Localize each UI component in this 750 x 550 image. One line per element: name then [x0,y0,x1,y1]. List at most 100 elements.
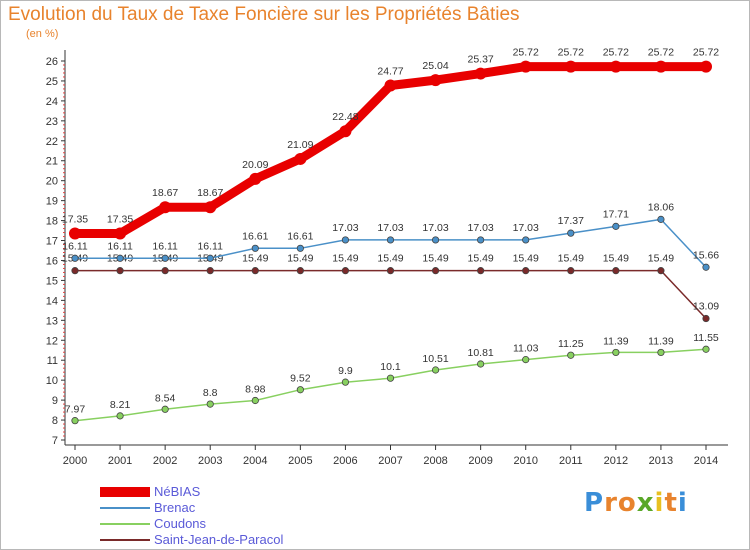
data-label: 11.39 [603,335,629,347]
data-label: 15.49 [648,253,674,265]
data-label: 15.66 [693,249,719,261]
data-label: 8.54 [155,392,176,404]
data-point [386,267,395,275]
data-point [700,60,712,73]
data-label: 25.72 [558,47,584,59]
data-label: 15.49 [377,253,403,265]
y-tick-label: 18 [46,216,58,228]
data-label: 25.04 [422,60,448,72]
data-point [657,348,665,357]
x-tick-label: 2004 [243,455,267,467]
data-point [114,227,127,240]
data-label: 15.49 [513,253,539,265]
data-point [567,351,575,359]
data-label: 13.09 [693,301,719,313]
logo-letter: i [677,488,688,518]
y-tick-label: 10 [46,375,58,387]
data-point [116,267,124,275]
data-label: 15.49 [558,253,584,265]
data-point [386,236,395,244]
data-label: 15.49 [242,253,268,265]
y-tick-label: 25 [46,76,58,88]
data-point [251,396,259,405]
data-label: 15.49 [287,253,313,265]
y-tick-label: 16 [46,255,58,267]
y-tick-label: 8 [52,415,58,427]
line-chart: 7 8 9 10 11 12 13 14 15 16 17 18 19 20 21 22 23 24 25 26 200… [46,47,728,467]
data-label: 18.67 [197,187,223,199]
chart-title: Evolution du Taux de Taxe Foncière sur l… [8,4,520,25]
x-tick-label: 2009 [468,455,492,467]
data-point [69,227,81,240]
y-tick-label: 24 [46,96,58,108]
logo-letter: x [636,488,655,518]
x-tick-label: 2007 [378,455,402,467]
x-tick-label: 2005 [288,455,312,467]
legend-label: Saint-Jean-de-Paracol [154,532,284,547]
data-point [296,386,304,394]
data-label: 9.9 [338,365,353,377]
data-label: 15.49 [468,253,494,265]
data-label: 15.49 [603,253,629,265]
series-brenac: 16.11 16.11 16.11 16.11 16.61 16.61 17.03 17.03… [62,201,719,271]
legend-swatch [100,523,150,525]
x-tick-label: 2014 [694,455,718,467]
data-label: 25.72 [648,47,674,59]
x-tick-label: 2001 [108,455,132,467]
y-tick-label: 17 [46,236,58,248]
data-point [429,74,442,87]
logo-letter: r [604,488,618,518]
data-label: 25.72 [603,47,629,59]
data-label: 10.1 [380,361,401,373]
y-tick-label: 23 [46,116,58,128]
data-point [206,400,214,408]
data-label: 11.03 [513,343,539,355]
data-point [657,267,665,275]
data-label: 17.03 [422,222,448,234]
data-point [702,314,710,323]
y-unit-label: (en %) [26,28,59,40]
data-label: 18.06 [648,201,674,213]
data-label: 16.11 [152,240,178,252]
x-tick-label: 2000 [63,455,87,467]
x-tick-label: 2011 [559,455,583,467]
data-point [206,267,214,275]
x-tick-label: 2012 [604,455,628,467]
data-label: 17.35 [62,214,88,226]
data-label: 7.97 [65,404,86,416]
y-tick-label: 9 [52,395,58,407]
data-point [612,222,620,230]
x-tick-label: 2010 [513,455,537,467]
data-label: 17.03 [332,222,358,234]
data-point [296,267,304,275]
data-point [204,201,217,214]
legend-swatch [100,507,150,509]
data-point [71,267,79,275]
data-point [71,254,79,262]
data-label: 25.72 [513,47,539,59]
data-point [296,244,304,252]
data-label: 24.77 [377,66,403,78]
x-tick-label: 2006 [333,455,357,467]
legend-swatch [100,487,150,497]
data-point [159,201,172,214]
data-point [564,60,577,73]
data-point [477,236,485,244]
data-label: 8.8 [203,387,218,399]
data-point [251,244,259,252]
data-point [609,60,622,73]
data-label: 11.25 [558,338,584,350]
data-label: 8.98 [245,384,266,396]
data-point [567,229,575,237]
x-tick-label: 2008 [423,455,447,467]
data-point [702,345,710,353]
data-point [116,254,124,262]
data-point [116,412,124,420]
data-point [341,378,350,386]
data-label: 9.52 [290,373,311,385]
data-point [612,267,620,275]
data-label: 17.03 [468,222,494,234]
x-tick-label: 2013 [649,455,673,467]
data-point [519,60,532,73]
y-tick-label: 21 [46,156,58,168]
